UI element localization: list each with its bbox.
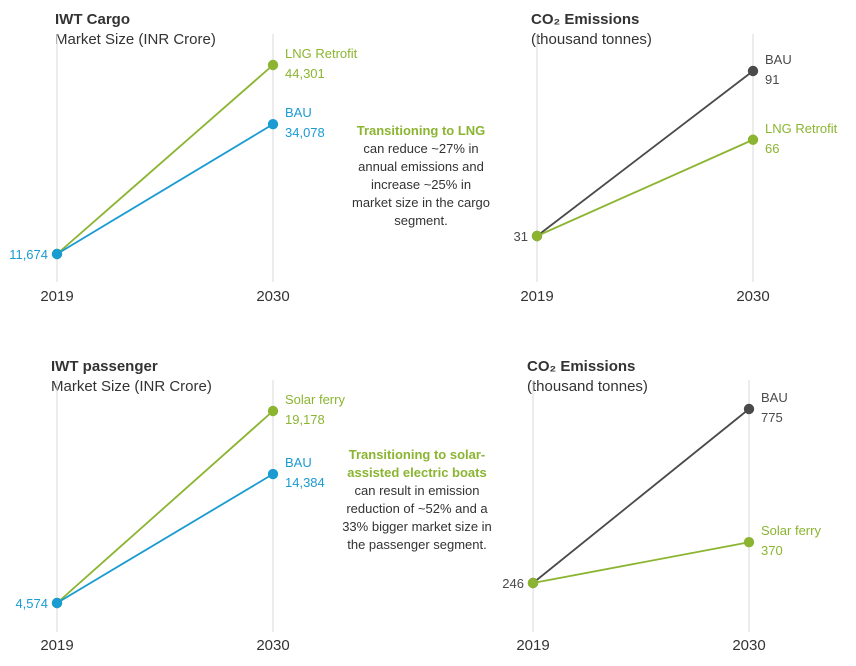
cargo-note: Transitioning to LNG can reduce ~27% in … [352,122,490,230]
cargo-emissions-series-name-bau: BAU [765,52,792,67]
cargo-emissions-tick-2030: 2030 [736,288,769,305]
passenger-emissions-chart: CO₂ Emissions (thousand tonnes) 2019 2030 24… [502,358,821,654]
passenger-market-point-bau-2030 [267,468,279,480]
passenger-market-title: IWT passenger [51,358,158,375]
passenger-market-point-bau-2019 [51,597,63,609]
cargo-emissions-series-name-lng-retrofit: LNG Retrofit [765,121,838,136]
cargo-market-tick-2019: 2019 [40,288,73,305]
passenger-note: Transitioning to solar-assisted electric… [341,446,493,554]
passenger-emissions-tick-2019: 2019 [516,637,549,654]
cargo-emissions-point-bau-2030 [747,65,759,77]
passenger-emissions-label-end-bau: 775 [761,410,783,425]
cargo-emissions-line-lng-retrofit [536,138,754,237]
cargo-market-line-bau [56,123,274,255]
cargo-emissions-title: CO₂ Emissions [531,11,639,28]
passenger-market-label-end-bau: 14,384 [285,475,325,490]
cargo-emissions-label-start-bau: 31 [514,229,528,244]
passenger-market-chart: IWT passenger Market Size (INR Crore) 2019… [15,358,345,654]
passenger-emissions-label-start-bau: 246 [502,576,524,591]
passenger-market-tick-2019: 2019 [40,637,73,654]
cargo-emissions-line-bau [536,70,754,237]
cargo-note-highlight: Transitioning to LNG [356,123,486,138]
passenger-market-tick-2030: 2030 [256,637,289,654]
cargo-market-label-end-bau: 34,078 [285,125,325,140]
passenger-market-series-name-solar-ferry: Solar ferry [285,392,345,407]
cargo-emissions-subtitle: (thousand tonnes) [531,31,652,48]
cargo-emissions-point-lng-retrofit-2030 [747,134,759,145]
cargo-emissions-tick-2019: 2019 [520,288,553,305]
passenger-emissions-subtitle: (thousand tonnes) [527,378,648,395]
passenger-market-line-bau [56,473,274,604]
cargo-note-text: can reduce ~27% in annual emissions and … [352,141,491,228]
passenger-market-series-name-bau: BAU [285,455,312,470]
passenger-emissions-title: CO₂ Emissions [527,358,635,375]
cargo-market-label-start-bau: 11,674 [9,247,48,262]
cargo-market-chart: IWT Cargo Market Size (INR Crore) 2019 2030… [9,11,357,305]
cargo-market-point-bau-2019 [51,248,63,260]
passenger-market-subtitle: Market Size (INR Crore) [51,378,212,395]
passenger-note-highlight: Transitioning to solar-assisted electric… [347,447,487,480]
passenger-emissions-point-bau-2030 [743,403,755,415]
cargo-emissions-point-lng-retrofit-2019 [531,230,543,242]
cargo-market-point-bau-2030 [267,119,279,130]
cargo-market-line-lng-retrofit [56,64,274,255]
cargo-market-point-lng-retrofit-2030 [267,59,279,71]
passenger-market-point-solar-ferry-2030 [267,405,279,417]
passenger-market-label-start-bau: 4,574 [15,596,48,611]
cargo-market-label-end-lng-retrofit: 44,301 [285,66,325,81]
passenger-emissions-point-solar-ferry-2030 [743,537,755,548]
passenger-emissions-series-name-bau: BAU [761,390,788,405]
passenger-emissions-label-end-solar-ferry: 370 [761,543,783,558]
passenger-emissions-series-name-solar-ferry: Solar ferry [761,523,821,538]
passenger-market-label-end-solar-ferry: 19,178 [285,412,325,427]
passenger-emissions-line-solar-ferry [532,541,750,584]
passenger-emissions-line-bau [532,408,750,584]
cargo-emissions-label-end-bau: 91 [765,72,779,87]
passenger-emissions-tick-2030: 2030 [732,637,765,654]
cargo-market-title: IWT Cargo [55,11,130,28]
passenger-market-line-solar-ferry [56,410,274,604]
cargo-market-series-name-bau: BAU [285,105,312,120]
passenger-note-text: can result in emission reduction of ~52%… [342,483,492,552]
cargo-market-series-name-lng-retrofit: LNG Retrofit [285,46,358,61]
cargo-market-subtitle: Market Size (INR Crore) [55,31,216,48]
cargo-market-tick-2030: 2030 [256,288,289,305]
passenger-emissions-point-solar-ferry-2019 [527,577,539,589]
cargo-emissions-label-end-lng-retrofit: 66 [765,141,779,156]
cargo-emissions-chart: CO₂ Emissions (thousand tonnes) 2019 2030 31… [514,11,838,305]
